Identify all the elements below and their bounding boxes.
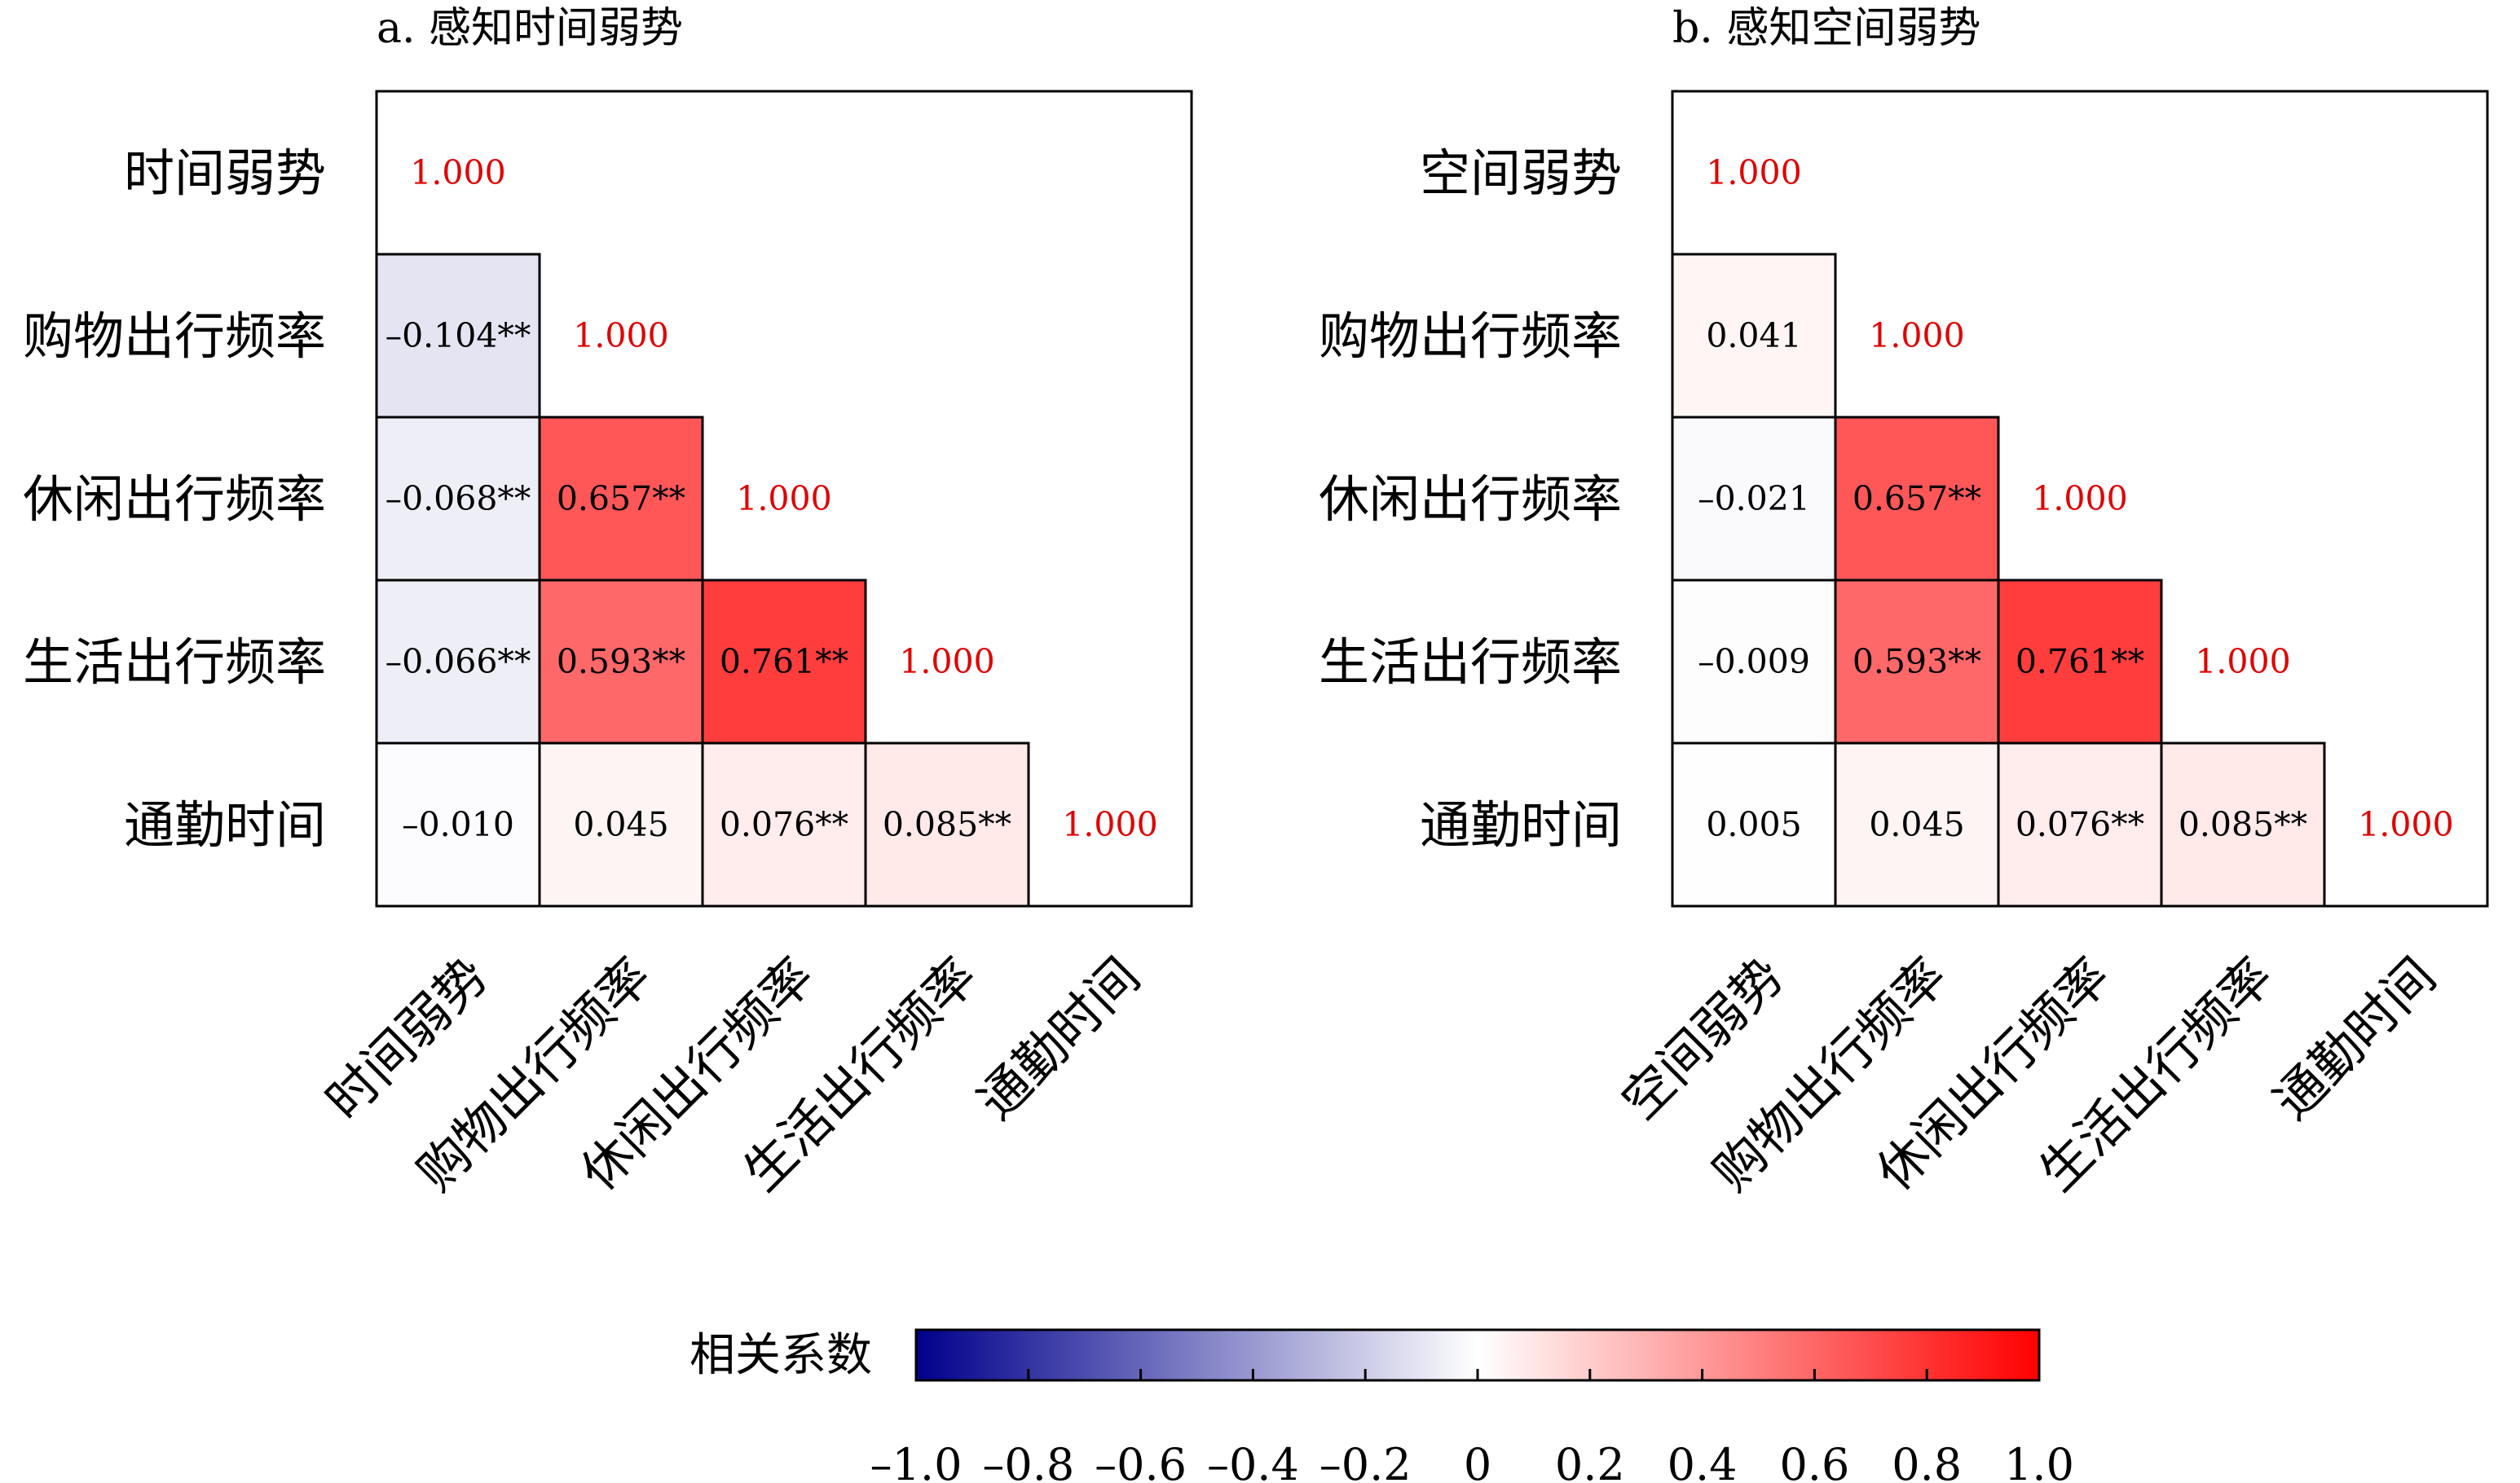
panel-title: b. 感知空间弱势	[1672, 4, 1980, 53]
heatmap-cell	[538, 416, 704, 582]
colorbar-tick-label: –1.0	[870, 1439, 963, 1483]
heatmap-cell	[1671, 579, 1837, 745]
heatmap-cell	[2160, 742, 2326, 908]
heatmap-cell	[1834, 416, 2000, 582]
cell-value: 0.076**	[720, 805, 848, 844]
column-label: 通勤时间	[967, 946, 1152, 1131]
row-label: 时间弱势	[124, 143, 326, 203]
colorbar-tick-label: 0.4	[1668, 1439, 1738, 1483]
cell-value: 0.761**	[2016, 642, 2144, 681]
heatmap-cell	[1834, 742, 2000, 908]
row-label: 购物出行频率	[1319, 306, 1622, 366]
cell-value: 0.657**	[557, 479, 685, 518]
row-label: 通勤时间	[124, 795, 326, 855]
diagonal-value: 1.000	[2358, 805, 2453, 844]
cell-value: –0.068**	[385, 479, 531, 518]
cell-value: 0.657**	[1853, 479, 1981, 518]
heatmap-cell	[1834, 579, 2000, 745]
diagonal-value: 1.000	[410, 153, 505, 192]
cell-value: –0.021	[1698, 479, 1810, 518]
heatmap-cell	[1997, 579, 2163, 745]
cell-value: 0.085**	[2179, 805, 2307, 844]
row-label: 空间弱势	[1420, 143, 1622, 203]
heatmap-panel-a: a. 感知时间弱势 1.000 –0.104** 1.000 –0.068** 0.657…	[23, 4, 1193, 1203]
cell-value: –0.104**	[385, 316, 531, 355]
colorbar-tick-label: 0	[1464, 1439, 1491, 1483]
row-label: 生活出行频率	[1319, 632, 1622, 692]
cell-value: –0.066**	[385, 642, 531, 681]
column-label: 通勤时间	[2262, 946, 2447, 1131]
diagonal-value: 1.000	[736, 479, 831, 518]
row-label: 购物出行频率	[23, 306, 326, 366]
heatmap-cell	[1671, 742, 1837, 908]
cell-value: 0.041	[1706, 316, 1801, 355]
row-label: 休闲出行频率	[23, 469, 326, 529]
cell-value: –0.010	[402, 805, 514, 844]
colorbar-tick-label: –0.2	[1319, 1439, 1412, 1483]
diagonal-value: 1.000	[573, 316, 668, 355]
heatmap-cell	[375, 416, 541, 582]
plot-frame	[1671, 90, 2489, 908]
heatmap-panel-b: b. 感知空间弱势 1.000 0.041 1.000 –0.021 0.657** 1.0…	[1319, 4, 2489, 1203]
heatmap-cell	[538, 742, 704, 908]
row-label: 休闲出行频率	[1319, 469, 1622, 529]
cell-value: 0.593**	[557, 642, 685, 681]
diagonal-value: 1.000	[1869, 316, 1964, 355]
panel-title: a. 感知时间弱势	[377, 4, 683, 53]
colorbar-tick-label: 1.0	[2004, 1439, 2074, 1483]
colorbar-title: 相关系数	[689, 1329, 872, 1382]
heatmap-cell	[375, 579, 541, 745]
colorbar-tick-label: –0.8	[982, 1439, 1074, 1483]
cell-value: 0.593**	[1853, 642, 1981, 681]
cell-value: 0.045	[1869, 805, 1964, 844]
diagonal-value: 1.000	[2032, 479, 2127, 518]
colorbar-tick-label: 0.2	[1555, 1439, 1625, 1483]
heatmap-cell	[375, 253, 541, 419]
colorbar-tick-label: 0.8	[1892, 1439, 1962, 1483]
cell-value: 0.005	[1706, 805, 1801, 844]
colorbar-tick-label: 0.6	[1779, 1439, 1849, 1483]
heatmap-cell	[701, 579, 867, 745]
cell-value: –0.009	[1698, 642, 1810, 681]
panels: a. 感知时间弱势 1.000 –0.104** 1.000 –0.068** 0.657…	[23, 4, 2489, 1203]
heatmap-cell	[864, 742, 1030, 908]
diagonal-value: 1.000	[899, 642, 994, 681]
colorbar-tick-label: –0.4	[1207, 1439, 1299, 1483]
colorbar-tick-label: –0.6	[1095, 1439, 1187, 1483]
heatmap-cell	[1671, 253, 1837, 419]
cell-value: 0.085**	[883, 805, 1011, 844]
diagonal-value: 1.000	[1706, 153, 1801, 192]
colorbar: 相关系数 –1.0 –0.8 –0.6 –0.4 –0.2 0 0.2 0.4 0.6 0.8 1.0	[689, 1328, 2074, 1483]
diagonal-value: 1.000	[1062, 805, 1157, 844]
row-label: 通勤时间	[1420, 795, 1622, 855]
plot-frame	[375, 90, 1193, 908]
cell-value: 0.761**	[720, 642, 848, 681]
row-label: 生活出行频率	[23, 632, 326, 692]
cell-value: 0.076**	[2016, 805, 2144, 844]
diagonal-value: 1.000	[2195, 642, 2290, 681]
cell-value: 0.045	[573, 805, 668, 844]
